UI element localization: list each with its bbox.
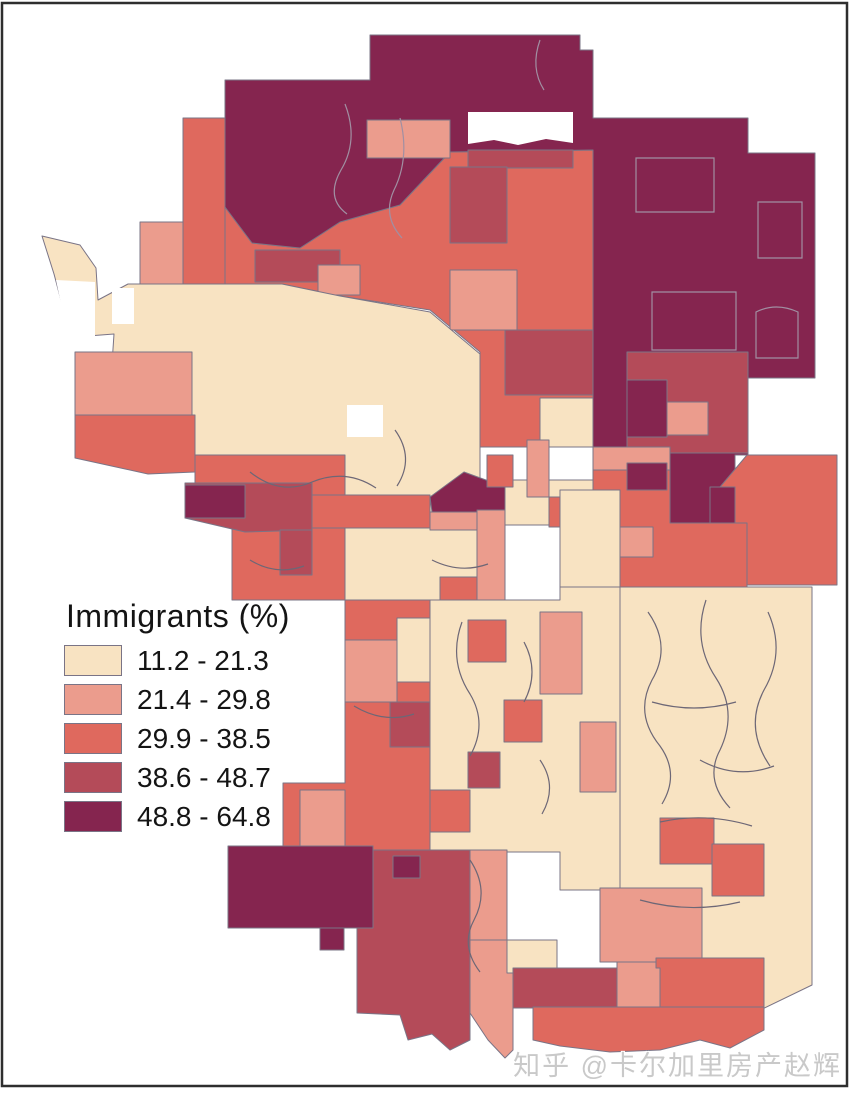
map-region: [468, 112, 573, 145]
legend-swatch-class5: [64, 801, 122, 832]
map-region: [476, 509, 506, 608]
legend-row: 11.2 - 21.3: [64, 645, 290, 676]
map-region: [655, 957, 765, 1008]
map-region: [139, 221, 184, 285]
tract-boundary-line: [539, 759, 551, 815]
tract-boundary-line: [249, 471, 377, 489]
tract-boundary-line: [388, 117, 405, 239]
map-region: [526, 439, 550, 498]
map-region: [366, 119, 451, 159]
tract-boundary-line: [431, 559, 489, 569]
tract-boundary-line: [635, 157, 715, 213]
map-region: [532, 1006, 765, 1053]
legend-swatch-class1: [64, 645, 122, 676]
tract-boundary-line: [523, 641, 533, 703]
map-region: [56, 280, 95, 354]
map-region: [112, 288, 134, 324]
tract-boundary-line: [333, 103, 352, 215]
tract-boundary-line: [757, 201, 803, 259]
map-region: [559, 489, 621, 588]
map-region: [317, 264, 361, 296]
legend-label-class3: 29.9 - 38.5: [137, 722, 271, 754]
map-region: [504, 329, 594, 396]
legend-title: Immigrants (%): [66, 598, 290, 634]
legend-row: 21.4 - 29.8: [64, 684, 290, 715]
tract-boundary-line: [535, 39, 545, 91]
map-region: [512, 967, 618, 1009]
tract-boundary-line: [639, 899, 741, 909]
tract-boundary-line: [249, 559, 305, 571]
map-region: [344, 639, 398, 703]
map-region: [616, 961, 661, 1008]
map-region: [74, 414, 196, 475]
map-region: [599, 887, 703, 963]
map-region: [299, 789, 346, 847]
legend-label-class5: 48.8 - 64.8: [137, 800, 271, 832]
map-region: [392, 855, 421, 879]
map-region: [429, 789, 471, 833]
map-region: [486, 454, 514, 488]
map-region: [467, 619, 507, 663]
map-region: [579, 721, 617, 793]
legend-label-class1: 11.2 - 21.3: [137, 644, 269, 676]
tract-boundary-line: [755, 306, 799, 359]
map-region: [347, 405, 383, 437]
map-region: [626, 462, 668, 491]
legend-label-class2: 21.4 - 29.8: [137, 683, 271, 715]
legend-label-class4: 38.6 - 48.7: [137, 761, 271, 793]
map-region: [659, 817, 715, 865]
map-region: [311, 494, 431, 529]
legend-row: 29.9 - 38.5: [64, 723, 290, 754]
map-region: [184, 484, 246, 519]
tract-boundary-line: [353, 705, 415, 719]
map-region: [279, 529, 313, 576]
legend-swatch-class3: [64, 723, 122, 754]
map-region: [449, 269, 518, 331]
tract-boundary-line: [651, 701, 737, 709]
tract-boundary-line: [651, 291, 737, 351]
map-region: [467, 751, 501, 789]
map-region: [319, 927, 345, 951]
legend-swatch-class2: [64, 684, 122, 715]
map-region: [503, 699, 543, 743]
map-region: [711, 843, 765, 897]
tract-boundary-line: [467, 859, 482, 973]
map-region: [389, 701, 431, 748]
legend-row: 38.6 - 48.7: [64, 762, 290, 793]
map-region: [449, 166, 508, 244]
map-region: [539, 611, 583, 695]
tract-boundary-line: [644, 611, 672, 805]
map-legend: Immigrants (%) 11.2 - 21.3 21.4 - 29.8 2…: [64, 598, 290, 840]
map-region: [469, 849, 508, 941]
tract-boundary-line: [659, 817, 753, 827]
tract-boundary-line: [394, 429, 407, 487]
map-region: [709, 486, 736, 524]
map-region: [396, 617, 431, 683]
map-region: [356, 849, 471, 1051]
map-region: [227, 845, 374, 929]
legend-swatch-class4: [64, 762, 122, 793]
tract-boundary-line: [754, 611, 777, 767]
tract-boundary-line: [700, 599, 731, 809]
legend-row: 48.8 - 64.8: [64, 801, 290, 832]
map-region: [666, 401, 709, 436]
tract-boundary-line: [699, 759, 775, 773]
map-region: [467, 149, 574, 169]
tract-boundary-line: [456, 621, 480, 757]
map-region: [626, 379, 668, 438]
map-region: [74, 351, 193, 416]
